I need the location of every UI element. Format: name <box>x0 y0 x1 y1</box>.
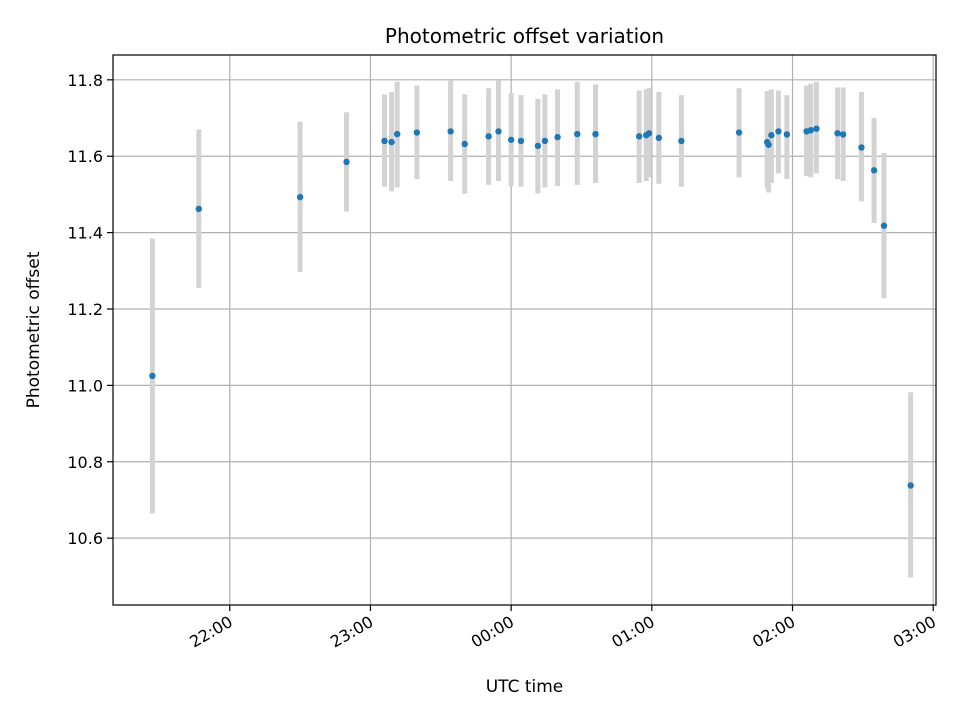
data-point <box>775 128 782 135</box>
y-tick-label: 10.6 <box>67 529 103 548</box>
data-point <box>735 129 743 136</box>
y-axis: 10.6 10.8 11.0 11.2 11.4 11.6 11.8 <box>67 71 113 548</box>
data-point <box>534 142 542 150</box>
data-point <box>635 133 643 140</box>
data-point <box>880 222 888 229</box>
data-point <box>495 128 502 135</box>
data-point <box>195 205 203 213</box>
data-point <box>645 130 653 137</box>
data-point <box>461 140 468 148</box>
data-point <box>678 137 685 145</box>
data-point <box>807 127 814 134</box>
data-point <box>393 130 401 138</box>
data-point <box>507 136 515 143</box>
y-tick-label: 11.8 <box>67 71 103 90</box>
data-point <box>858 144 865 151</box>
data-point <box>381 137 388 145</box>
data-point <box>592 130 599 138</box>
data-point <box>768 132 775 139</box>
x-axis-label: UTC time <box>486 677 564 697</box>
y-tick-label: 10.8 <box>67 453 103 472</box>
data-point <box>447 128 454 135</box>
y-axis-label: Photometric offset <box>24 251 44 408</box>
data-point <box>834 130 841 137</box>
y-tick-label: 11.0 <box>67 376 103 395</box>
data-point <box>870 167 878 174</box>
data-point <box>413 129 421 136</box>
data-point <box>485 133 492 140</box>
data-point <box>907 482 914 489</box>
data-points <box>149 125 914 489</box>
data-point <box>149 372 156 380</box>
y-tick-label: 11.2 <box>67 300 103 319</box>
data-point <box>541 137 549 145</box>
y-tick-label: 11.6 <box>67 147 103 166</box>
data-point <box>388 138 395 146</box>
data-point <box>813 125 820 132</box>
data-point <box>839 131 847 138</box>
plot-frame <box>112 54 937 606</box>
data-point <box>655 134 663 142</box>
data-point <box>554 133 561 141</box>
data-point <box>574 130 581 138</box>
data-point <box>783 131 791 138</box>
chart-title: Photometric offset variation <box>385 24 664 48</box>
data-point <box>517 137 525 145</box>
y-tick-label: 11.4 <box>67 224 103 243</box>
data-point <box>765 141 772 148</box>
data-point <box>343 158 350 166</box>
data-point <box>296 193 304 201</box>
